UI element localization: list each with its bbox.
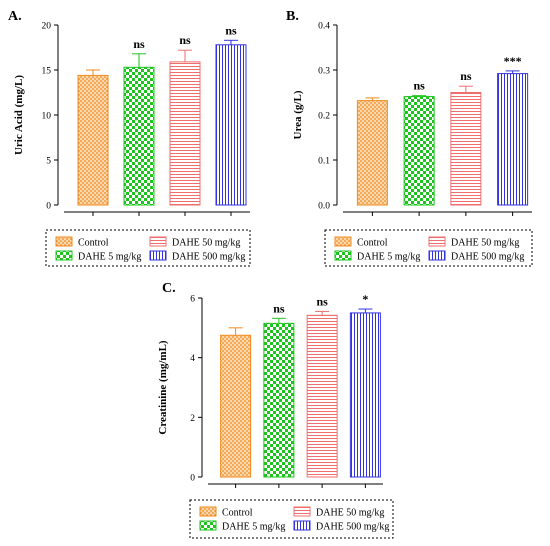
y-tick-label: 4 (190, 354, 195, 364)
significance-label: ns (225, 23, 237, 37)
y-tick-label: 6 (190, 295, 195, 305)
legend-swatch (293, 506, 311, 517)
y-tick-label: 15 (42, 67, 52, 77)
legend-swatch (428, 236, 446, 247)
legend-label: DAHE 5 mg/kg (357, 252, 420, 263)
bar (403, 96, 435, 206)
y-tick-label: 0.1 (318, 157, 330, 167)
legend-label: Control (357, 238, 388, 249)
significance-label: ns (413, 79, 425, 93)
legend-c: Control DAHE 5 mg/kg DAHE 50 mg/kg DAHE 500… (189, 499, 394, 539)
bar (263, 322, 295, 478)
legend-a: Control DAHE 5 mg/kg DAHE 50 mg/kg DAHE 500… (45, 229, 251, 267)
bar (306, 314, 338, 478)
legend-label: DAHE 5 mg/kg (78, 252, 141, 263)
significance-label: ns (179, 33, 191, 47)
legend-border (324, 229, 533, 267)
bar (169, 61, 201, 206)
y-tick-label: 0.0 (318, 202, 330, 212)
significance-label: *** (504, 54, 522, 68)
significance-label: ns (316, 294, 328, 308)
panel-c: C. 0 2 4 6 Creatinine (mg/mL) ns ns * (157, 281, 383, 488)
panel-label: A. (8, 9, 22, 24)
bar (349, 312, 381, 478)
y-tick-label: 0.4 (318, 22, 330, 32)
significance-label: * (362, 292, 368, 306)
legend-swatch (334, 250, 352, 261)
bar (220, 334, 252, 478)
panel-b: B. 0.0 0.1 0.2 0.3 0.4 Urea (g/L) ns ns *** (286, 9, 532, 216)
bar (77, 74, 109, 206)
legend-swatch (149, 250, 167, 261)
legend-label: DAHE 5 mg/kg (222, 522, 285, 533)
bar (356, 100, 388, 206)
y-tick-label: 0.2 (318, 112, 330, 122)
y-tick-label: 10 (42, 112, 52, 122)
y-axis-label: Uric Acid (mg/L) (13, 75, 25, 155)
legend-swatch (149, 236, 167, 247)
legend-swatch (293, 520, 311, 531)
bar (123, 66, 155, 206)
legend-label: DAHE 500 mg/kg (316, 522, 389, 533)
y-tick-label: 0.3 (318, 67, 330, 77)
legend-swatch (334, 236, 352, 247)
significance-label: ns (273, 301, 285, 315)
bar (215, 44, 247, 206)
legend-border (189, 499, 394, 539)
panel-label: B. (286, 9, 299, 24)
legend-border (45, 229, 251, 267)
panel-a: A. 0 5 10 15 20 Uric Acid (mg/L) ns ns ns (8, 9, 250, 216)
bar (450, 92, 482, 206)
legend-swatch (199, 506, 217, 517)
y-axis-label: Creatinine (mg/mL) (157, 340, 169, 435)
legend-swatch (428, 250, 446, 261)
legend-label: DAHE 50 mg/kg (451, 238, 519, 249)
bar (497, 73, 529, 206)
legend-swatch (55, 250, 73, 261)
legend-swatch (199, 520, 217, 531)
y-tick-label: 20 (42, 22, 52, 32)
y-axis-label: Urea (g/L) (292, 90, 304, 139)
legend-label: Control (78, 238, 109, 249)
legend-label: DAHE 50 mg/kg (316, 508, 384, 519)
panel-label: C. (162, 281, 176, 296)
legend-swatch (55, 236, 73, 247)
y-tick-label: 2 (190, 414, 195, 424)
legend-label: DAHE 500 mg/kg (451, 252, 524, 263)
legend-label: DAHE 500 mg/kg (172, 252, 245, 263)
legend-label: Control (222, 508, 253, 519)
significance-label: ns (460, 69, 472, 83)
significance-label: ns (133, 37, 145, 51)
legend-label: DAHE 50 mg/kg (172, 238, 240, 249)
y-tick-label: 0 (190, 474, 195, 484)
y-tick-label: 0 (46, 202, 51, 212)
legend-b: Control DAHE 5 mg/kg DAHE 50 mg/kg DAHE 500… (324, 229, 533, 267)
y-tick-label: 5 (46, 157, 51, 167)
